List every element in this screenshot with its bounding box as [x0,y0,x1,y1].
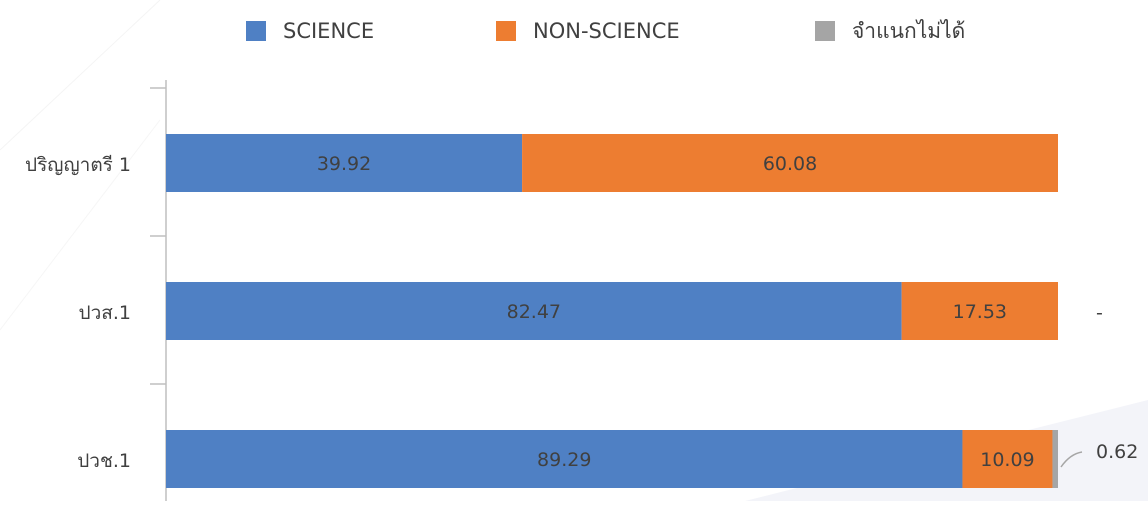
category-label: ปวช.1 [77,450,131,472]
bar-segment [962,430,1053,488]
legend-item-series-0: SCIENCE [246,19,374,43]
bar-layer [166,134,1058,488]
legend-item-series-2: จำแนกไม่ได้ [815,19,965,43]
bar-segment [166,134,523,192]
data-label: 17.53 [953,301,1007,323]
legend: SCIENCE NON-SCIENCE จำแนกไม่ได้ [246,19,965,43]
background-line [0,119,161,331]
legend-swatch [496,21,516,41]
legend-label: จำแนกไม่ได้ [852,19,965,43]
data-label-leader-line [1060,451,1083,468]
bar-segment [901,282,1058,340]
data-label: 89.29 [537,449,591,471]
bar-segment [522,134,1058,192]
data-label: - [1096,302,1103,324]
category-label: ปวส.1 [79,302,131,324]
data-label: 10.09 [980,449,1034,471]
legend-item-series-1: NON-SCIENCE [496,19,680,43]
category-label: ปริญญาตรี 1 [25,154,131,176]
data-label: 39.92 [317,153,371,175]
data-label: 60.08 [763,153,817,175]
data-label: 0.62 [1096,441,1138,463]
legend-label: NON-SCIENCE [533,19,680,43]
data-label: 82.47 [507,301,561,323]
bar-segment [166,282,902,340]
category-axis: ปริญญาตรี 1 ปวส.1 ปวช.1 [25,80,167,501]
bar-segment [1052,430,1058,488]
data-label-layer: 39.92 60.08 82.47 17.53 - 89.29 10.09 0.62 [317,153,1138,471]
bar-segment [166,430,963,488]
legend-label: SCIENCE [283,19,374,43]
background-line [0,0,161,151]
legend-swatch [246,21,266,41]
legend-swatch [815,21,835,41]
